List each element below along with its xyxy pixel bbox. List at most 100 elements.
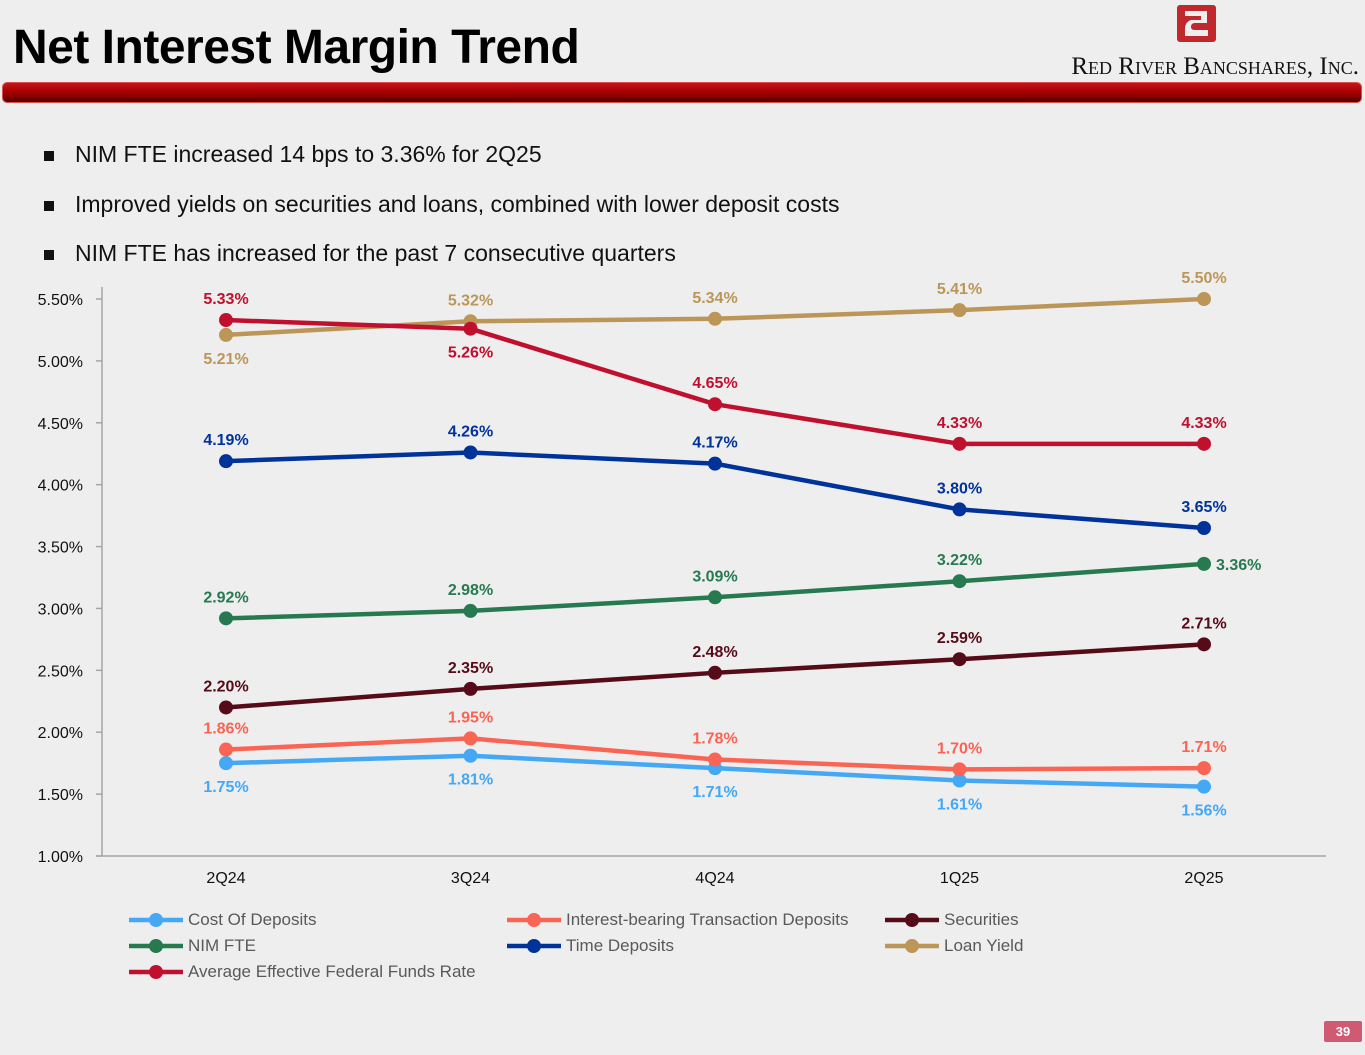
data-label: 4.33% <box>1181 415 1226 432</box>
data-point <box>952 502 967 517</box>
y-tick-label: 3.50% <box>38 540 83 557</box>
data-point <box>708 665 722 680</box>
legend-swatch-icon <box>507 939 561 953</box>
data-point <box>952 652 967 667</box>
y-tick-label: 2.00% <box>38 725 83 742</box>
data-label: 3.65% <box>1181 499 1226 516</box>
data-point <box>708 590 722 605</box>
data-label: 5.26% <box>448 345 493 362</box>
data-label: 1.71% <box>1181 739 1226 756</box>
data-label: 1.75% <box>203 779 248 796</box>
data-label: 3.80% <box>937 480 982 497</box>
data-point <box>952 762 967 777</box>
data-label: 4.26% <box>448 423 493 440</box>
data-label: 3.36% <box>1216 557 1261 574</box>
legend-item: Time Deposits <box>506 936 674 956</box>
bullet-item: NIM FTE increased 14 bps to 3.36% for 2Q… <box>44 130 840 180</box>
y-tick-label: 5.00% <box>38 354 83 371</box>
data-point <box>219 700 233 715</box>
data-label: 3.22% <box>937 552 982 569</box>
data-point <box>463 445 478 460</box>
data-label: 2.59% <box>937 630 982 647</box>
data-label: 2.71% <box>1181 615 1226 632</box>
x-tick-label: 2Q25 <box>1184 870 1223 887</box>
legend-swatch-icon <box>885 913 939 927</box>
data-point <box>219 454 233 469</box>
bullet-text: NIM FTE has increased for the past 7 con… <box>75 240 676 267</box>
legend-item: Loan Yield <box>884 936 1023 956</box>
data-point <box>952 574 967 589</box>
data-label: 2.20% <box>203 678 248 695</box>
legend-swatch-icon <box>885 939 939 953</box>
data-point <box>1197 779 1211 794</box>
data-point <box>1197 556 1211 571</box>
company-logo-icon <box>1177 5 1216 42</box>
y-tick-label: 3.00% <box>38 601 83 618</box>
data-label: 1.78% <box>692 730 737 747</box>
bullet-text: Improved yields on securities and loans,… <box>75 190 840 217</box>
legend-label: Securities <box>944 910 1019 929</box>
data-point <box>1197 637 1211 652</box>
data-label: 1.95% <box>448 709 493 726</box>
x-tick-label: 4Q24 <box>695 870 734 887</box>
data-point <box>1197 436 1211 451</box>
x-tick-label: 3Q24 <box>451 870 490 887</box>
data-point <box>463 321 478 336</box>
data-label: 2.92% <box>203 589 248 606</box>
legend-label: NIM FTE <box>188 936 256 955</box>
data-point <box>219 327 233 342</box>
bullet-item: NIM FTE has increased for the past 7 con… <box>44 229 840 279</box>
bullet-square-icon <box>44 200 54 211</box>
bullet-text: NIM FTE increased 14 bps to 3.36% for 2Q… <box>75 141 542 168</box>
data-point <box>463 681 478 696</box>
data-label: 1.71% <box>692 784 737 801</box>
bullet-square-icon <box>44 250 54 261</box>
data-point <box>708 397 722 412</box>
x-tick-label: 2Q24 <box>206 870 245 887</box>
chart-data-labels: 1.75% 1.81% 1.71% 1.61% 1.56% 1.86% 1.95% 1.78%… <box>203 270 1261 820</box>
data-label: 4.33% <box>937 415 982 432</box>
legend-item: NIM FTE <box>128 936 256 956</box>
data-point <box>219 313 233 328</box>
data-label: 2.48% <box>692 644 737 661</box>
legend-swatch-icon <box>507 913 561 927</box>
data-label: 3.09% <box>692 568 737 585</box>
data-label: 5.41% <box>937 281 982 298</box>
data-point <box>708 456 722 471</box>
data-point <box>463 603 478 618</box>
data-label: 1.70% <box>937 740 982 757</box>
data-label: 5.50% <box>1181 270 1226 287</box>
data-label: 1.86% <box>203 721 248 738</box>
data-point <box>1197 292 1211 306</box>
legend-swatch-icon <box>129 939 183 953</box>
legend-label: Interest-bearing Transaction Deposits <box>566 910 849 929</box>
legend-label: Cost Of Deposits <box>188 910 317 929</box>
data-point <box>1197 520 1211 535</box>
header-divider-bar <box>3 83 1361 102</box>
bullet-list: NIM FTE increased 14 bps to 3.36% for 2Q… <box>44 130 840 279</box>
y-tick-label: 1.00% <box>38 849 83 866</box>
data-label: 5.33% <box>203 291 248 308</box>
data-label: 5.21% <box>203 351 248 368</box>
legend-swatch-icon <box>129 913 183 927</box>
data-label: 2.98% <box>448 582 493 599</box>
data-label: 5.34% <box>692 290 737 307</box>
data-point <box>952 436 967 451</box>
data-point <box>952 303 967 318</box>
bullet-square-icon <box>44 151 54 162</box>
page-title: Net Interest Margin Trend <box>13 21 580 74</box>
page-number: 39 <box>1324 1021 1362 1042</box>
legend-swatch-icon <box>129 965 183 979</box>
chart-legend: Cost Of Deposits Interest-bearing Transac… <box>128 910 1128 990</box>
data-point <box>463 731 478 746</box>
legend-item: Cost Of Deposits <box>128 910 317 930</box>
data-point <box>219 611 233 626</box>
data-point <box>463 748 478 763</box>
legend-item: Average Effective Federal Funds Rate <box>128 962 476 982</box>
data-label: 1.61% <box>937 796 982 813</box>
legend-label: Time Deposits <box>566 936 675 955</box>
data-label: 4.65% <box>692 375 737 392</box>
x-tick-label: 1Q25 <box>940 870 979 887</box>
data-point <box>1197 761 1211 776</box>
chart-axes: 1.00% 1.50% 2.00% 2.50% 3.00% 3.50% 4.00% 4.50%… <box>38 287 1326 887</box>
